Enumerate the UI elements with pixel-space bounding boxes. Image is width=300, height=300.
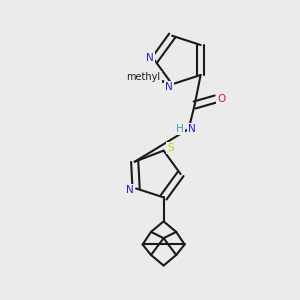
Text: N: N: [188, 124, 196, 134]
Text: N: N: [165, 82, 173, 92]
Text: O: O: [218, 94, 226, 104]
Text: H: H: [176, 124, 184, 134]
Text: N: N: [146, 53, 154, 64]
Text: S: S: [167, 143, 173, 153]
Text: methyl: methyl: [127, 72, 161, 82]
Text: N: N: [126, 185, 134, 195]
